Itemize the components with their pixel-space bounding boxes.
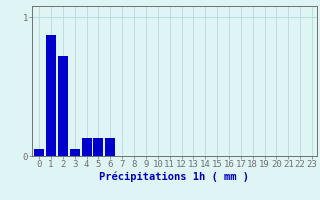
Bar bbox=[58, 56, 68, 156]
Bar bbox=[105, 138, 116, 156]
X-axis label: Précipitations 1h ( mm ): Précipitations 1h ( mm ) bbox=[100, 172, 249, 182]
Bar bbox=[82, 138, 92, 156]
Bar bbox=[93, 138, 103, 156]
Bar bbox=[70, 149, 80, 156]
Bar bbox=[46, 35, 56, 156]
Bar bbox=[34, 149, 44, 156]
